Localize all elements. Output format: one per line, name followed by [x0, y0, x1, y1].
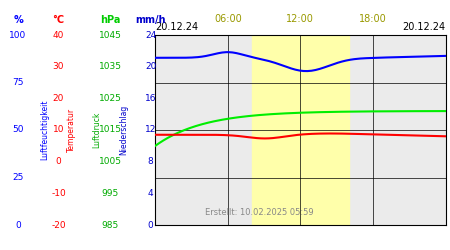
Text: Niederschlag: Niederschlag [119, 105, 128, 155]
Text: 100: 100 [9, 30, 27, 40]
Text: 20.12.24: 20.12.24 [402, 22, 446, 32]
Text: -10: -10 [51, 189, 66, 198]
Text: 995: 995 [102, 189, 119, 198]
Text: 1045: 1045 [99, 30, 122, 40]
Text: 985: 985 [102, 220, 119, 230]
Text: 18:00: 18:00 [359, 14, 387, 24]
Bar [252, 35, 349, 225]
Text: 0: 0 [148, 220, 153, 230]
Text: 20: 20 [53, 94, 64, 103]
Text: 40: 40 [53, 30, 64, 40]
Text: 20: 20 [145, 62, 157, 71]
Text: 25: 25 [12, 173, 24, 182]
Text: Luftfeuchtigkeit: Luftfeuchtigkeit [40, 100, 50, 160]
Text: mm/h: mm/h [135, 15, 166, 25]
Text: 16: 16 [145, 94, 157, 103]
Text: %: % [13, 15, 23, 25]
Text: -20: -20 [51, 220, 66, 230]
Text: 1015: 1015 [99, 126, 122, 134]
Text: Erstellt: 10.02.2025 05:59: Erstellt: 10.02.2025 05:59 [206, 208, 314, 218]
Text: Temperatur: Temperatur [67, 108, 76, 152]
Text: 8: 8 [148, 157, 153, 166]
Text: hPa: hPa [100, 15, 121, 25]
Text: 1005: 1005 [99, 157, 122, 166]
Text: 12:00: 12:00 [287, 14, 314, 24]
Text: 1035: 1035 [99, 62, 122, 71]
Text: 75: 75 [12, 78, 24, 87]
Text: 10: 10 [53, 126, 64, 134]
Text: 30: 30 [53, 62, 64, 71]
Text: °C: °C [53, 15, 64, 25]
Text: 50: 50 [12, 126, 24, 134]
Text: Luftdruck: Luftdruck [93, 112, 102, 148]
Text: 0: 0 [15, 220, 21, 230]
Text: 12: 12 [145, 126, 157, 134]
Text: 1025: 1025 [99, 94, 122, 103]
Text: 24: 24 [145, 30, 157, 40]
Text: 0: 0 [56, 157, 61, 166]
Text: 4: 4 [148, 189, 153, 198]
Text: 20.12.24: 20.12.24 [155, 22, 198, 32]
Text: 06:00: 06:00 [214, 14, 242, 24]
